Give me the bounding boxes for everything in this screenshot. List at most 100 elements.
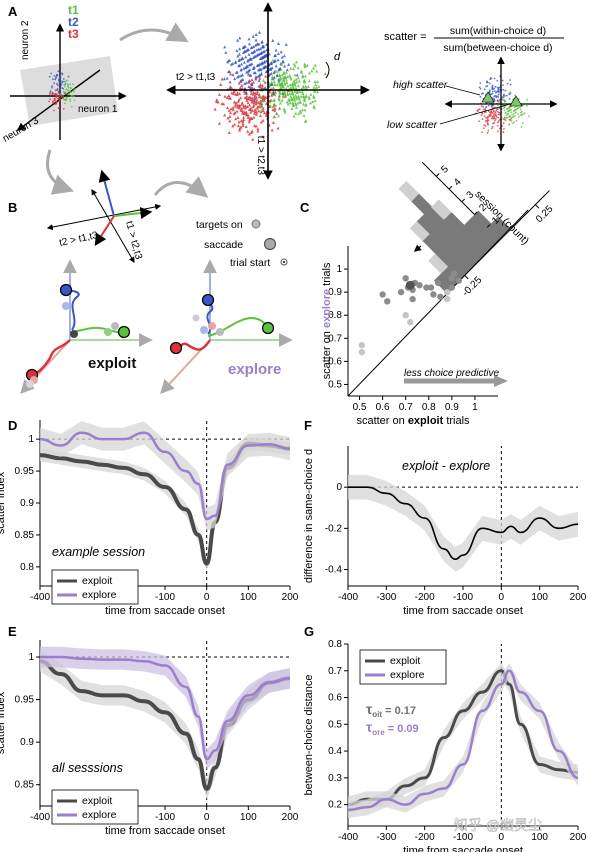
legend-saccade-marker [263,237,277,251]
x-tick-label: 100 [531,832,548,843]
cloud-point [312,95,316,99]
cloud-point [256,127,260,131]
y-tick-label: 0.7 [328,666,342,677]
cloud-point [244,106,248,110]
cloud-point [254,77,258,81]
cloud-point [277,96,281,100]
cloud-point [260,39,264,43]
cloud-point [67,86,70,89]
cloud-point [249,108,253,112]
cloud-point [250,51,254,55]
cloud-point [51,93,53,96]
cloud-point [271,38,275,42]
confidence-band [40,421,290,531]
cloud-point [519,114,522,117]
cloud-point [512,110,515,112]
cloud-point [277,94,281,98]
cloud-point [56,83,59,86]
y-tick-label: 0.85 [15,530,35,541]
cloud-point [247,63,251,67]
cloud-point [51,85,54,88]
cloud-point [236,116,240,120]
cloud-point [247,80,251,84]
cloud-point [298,100,302,104]
cloud-point [281,76,285,80]
x-tick-label: -300 [376,592,396,603]
cloud-point [229,96,233,100]
scatter-point [397,288,405,296]
cloud-point [503,106,506,109]
cloud-point [481,93,483,95]
cloud-point [223,45,227,49]
low-scatter-label: low scatter [387,119,438,131]
cloud-point [258,52,262,56]
cloud-point [239,74,243,78]
cloud-point [496,104,499,107]
cloud-point [251,108,255,112]
cloud-point [235,49,239,53]
cloud-point [231,108,235,112]
cloud-point [260,102,264,106]
cloud-point [274,64,278,68]
cloud-point [313,63,317,67]
legend-targets-on-marker [251,219,261,229]
cloud-point [312,85,316,89]
series-line [347,669,579,812]
cloud-point [234,102,238,106]
cloud-point [312,104,316,108]
cloud-point [58,81,61,84]
flow-arrow-1 [119,22,189,43]
cloud-point [486,131,489,134]
cloud-point [278,106,282,110]
cloud-point [58,88,61,91]
cloud-point [294,77,298,81]
cloud-point [68,92,71,95]
cloud-point [232,112,236,116]
cloud-point [283,64,287,68]
cloud-point [292,79,296,83]
panel-annotation: example session [52,545,145,559]
cloud-point [294,111,298,115]
cloud-point [234,60,238,64]
y-tick-label: 0.95 [15,466,35,477]
cloud-point [507,115,510,118]
cloud-point [255,110,259,114]
cloud-point [51,78,54,81]
cloud-point [228,80,232,84]
cloud-point [247,42,251,46]
cloud-point [256,42,260,46]
c-y-tick-label: 1 [336,264,342,275]
cloud-point [55,75,58,78]
cloud-point [260,55,264,59]
legend-entry: explore [82,809,117,821]
histogram-bar-light [428,253,449,274]
cloud-point [245,64,249,68]
cloud-point [240,83,244,87]
cloud-point [502,96,505,99]
c-x-tick-label: 0.5 [353,402,367,413]
y-axis-label: difference in same-choice d [303,449,315,583]
histogram-bar [490,216,511,237]
cloud-point [304,74,308,78]
cloud-point [483,115,486,118]
cloud-point [244,112,248,116]
legend-targets-on: targets on [196,219,243,231]
cloud-point [259,110,263,114]
cloud-point [507,109,510,112]
cloud-point [276,58,280,62]
cloud-point [227,70,231,74]
cloud-point [304,120,308,124]
cloud-point [515,120,518,122]
cloud-point [487,115,490,118]
cloud-point [62,97,65,100]
cloud-point [227,108,231,112]
cloud-point [216,100,220,104]
cloud-point [236,105,240,109]
cloud-point [238,128,242,132]
cloud-point [285,68,289,72]
cloud-point [486,81,489,84]
cloud-point [510,120,513,122]
exploit-label: exploit [88,355,136,372]
cloud-point [503,116,506,119]
